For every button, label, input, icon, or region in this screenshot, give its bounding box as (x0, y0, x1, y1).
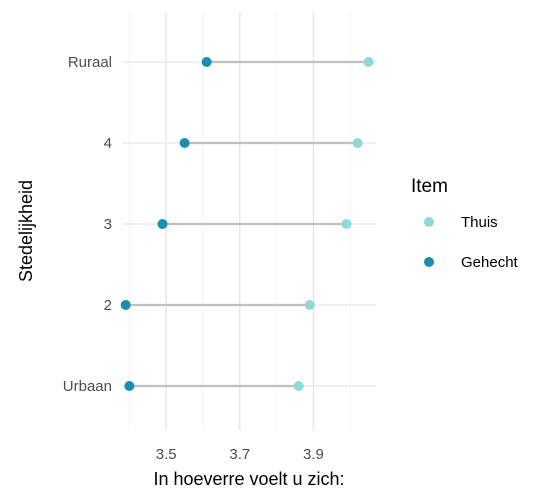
y-axis-title: Stedelijkheid (16, 180, 36, 282)
x-tick-label: 3.9 (303, 446, 324, 463)
points (120, 57, 374, 391)
y-tick-label: 3 (104, 216, 112, 233)
legend-swatch-gehecht (424, 257, 434, 267)
data-point-gehecht (179, 138, 190, 148)
data-point-thuis (304, 300, 315, 310)
segments (125, 60, 369, 388)
legend-entries: Thuis Gehecht (424, 214, 519, 271)
data-point-gehecht (157, 219, 168, 229)
y-tick-label: Urbaan (63, 378, 112, 395)
x-tick-label: 3.5 (156, 446, 177, 463)
legend-title: Item (411, 176, 448, 197)
x-axis-title: In hoeverre voelt u zich: (153, 469, 344, 489)
legend-label-gehecht: Gehecht (461, 254, 519, 271)
data-point-thuis (341, 219, 352, 229)
y-tick-labels: Ruraal 4 3 2 Urbaan (63, 54, 112, 395)
data-point-thuis (363, 57, 374, 67)
y-tick-label: 2 (104, 297, 112, 314)
legend-label-thuis: Thuis (461, 214, 498, 231)
data-point-thuis (293, 381, 304, 391)
legend-swatch-thuis (424, 217, 434, 227)
x-tick-label: 3.7 (229, 446, 250, 463)
y-tick-label: Ruraal (68, 54, 112, 71)
legend: Item Thuis Gehecht (411, 176, 519, 271)
data-point-gehecht (120, 300, 131, 310)
data-point-thuis (352, 138, 363, 148)
x-tick-labels: 3.5 3.7 3.9 (156, 446, 324, 463)
data-point-gehecht (124, 381, 135, 391)
y-tick-label: 4 (104, 135, 112, 152)
data-point-gehecht (201, 57, 212, 67)
